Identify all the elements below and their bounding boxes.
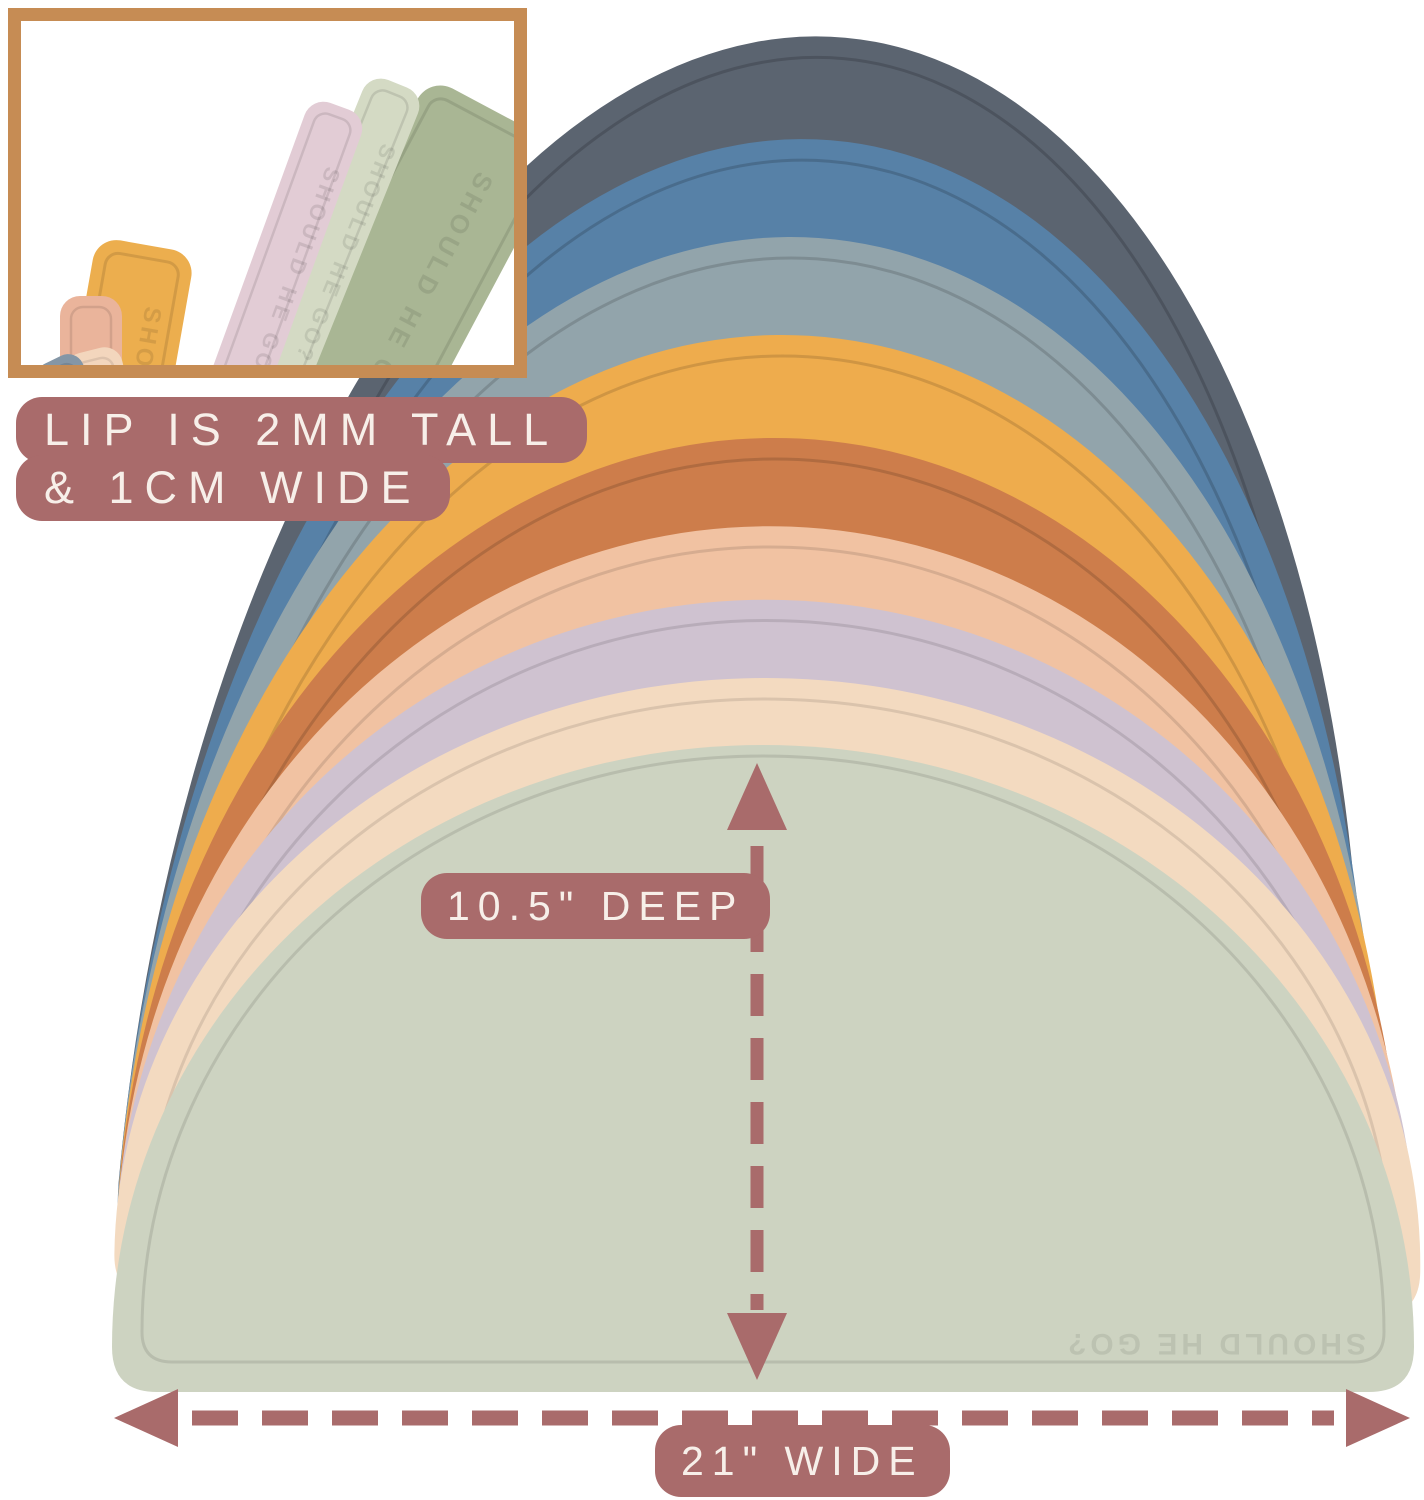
brand-emboss-text: SHOULD HE GO? bbox=[1064, 1327, 1366, 1360]
mat-groove bbox=[140, 754, 1386, 1364]
arrowhead-right-icon bbox=[1346, 1389, 1410, 1447]
arrowhead-up-icon bbox=[727, 763, 787, 830]
width-dimension-arrow bbox=[114, 1389, 1410, 1447]
arrowhead-left-icon bbox=[114, 1389, 178, 1447]
lip-closeup-fan: SHOULD HE GO? SHOULD HE GO? SHOULD HE GO… bbox=[32, 78, 514, 365]
arrowhead-down-icon bbox=[727, 1313, 787, 1380]
lip-caption-line1: LIP IS 2MM TALL bbox=[16, 397, 588, 463]
inset-mat-pale-peach bbox=[65, 347, 182, 365]
width-label: 21" WIDE bbox=[655, 1425, 950, 1497]
lip-caption-line2: & 1CM WIDE bbox=[16, 455, 450, 521]
lip-closeup-inset: SHOULD HE GO? SHOULD HE GO? SHOULD HE GO… bbox=[8, 8, 527, 378]
mat-groove bbox=[142, 697, 1392, 1267]
depth-label: 10.5" DEEP bbox=[421, 873, 771, 939]
